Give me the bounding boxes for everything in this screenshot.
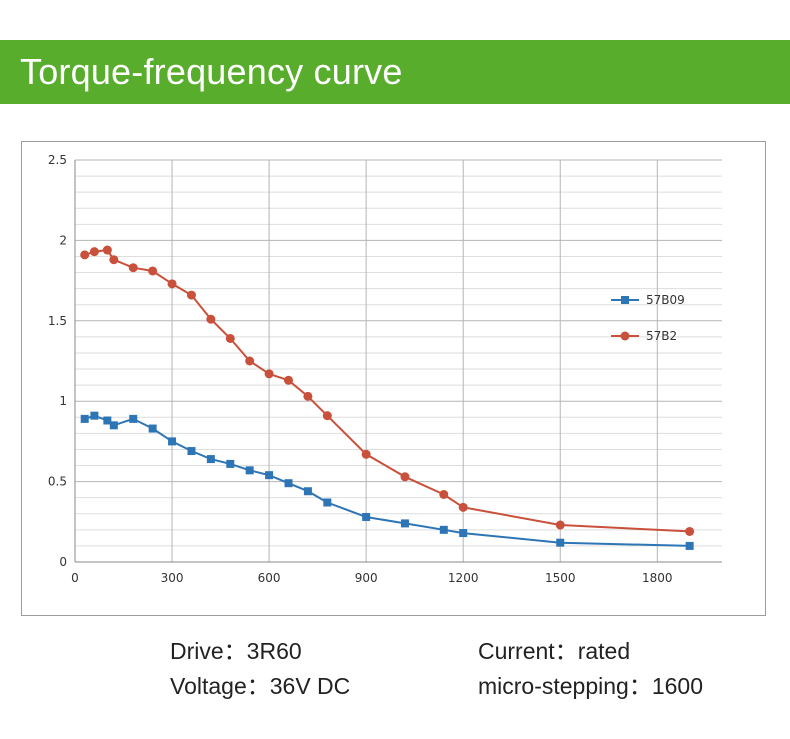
banner-title: Torque-frequency curve	[20, 51, 403, 92]
drive-spec: Drive：3R60	[170, 638, 302, 664]
y-tick-label: 1	[59, 394, 67, 408]
data-point-57B2	[186, 290, 196, 300]
data-point-57B09	[685, 541, 694, 550]
data-point-57B09	[265, 471, 274, 480]
data-point-57B09	[439, 525, 448, 534]
y-tick-label: 2	[59, 233, 67, 247]
data-point-57B2	[109, 255, 119, 265]
y-tick-label: 0.5	[48, 475, 67, 489]
data-point-57B2	[245, 356, 255, 366]
y-tick-label: 1.5	[48, 314, 67, 328]
data-point-57B2	[400, 472, 410, 482]
legend-label-57B09: 57B09	[646, 293, 685, 307]
data-point-57B09	[323, 498, 332, 507]
torque-frequency-chart: 0 0.5 1 1.5 2 2.5 0 300 600 900 1200 1500 1800 57B09 5…	[48, 153, 722, 585]
x-tick-label: 1200	[448, 571, 479, 585]
data-point-57B2	[206, 314, 216, 324]
data-point-57B2	[284, 375, 294, 385]
data-point-57B09	[400, 519, 409, 528]
chart-frame: 0 0.5 1 1.5 2 2.5 0 300 600 900 1200 1500 1800 57B09 5…	[21, 141, 766, 616]
y-tick-label: 0	[59, 555, 67, 569]
data-point-57B2	[685, 526, 695, 536]
data-point-57B09	[103, 416, 112, 425]
y-tick-label: 2.5	[48, 153, 67, 167]
voltage-spec: Voltage：36V DC	[170, 673, 351, 699]
data-point-57B2	[303, 391, 313, 401]
data-point-57B2	[80, 250, 90, 260]
data-point-57B2	[264, 369, 274, 379]
data-point-57B09	[206, 455, 215, 464]
data-point-57B09	[168, 437, 177, 446]
series-line-57B2	[84, 248, 690, 533]
data-point-57B2	[102, 245, 112, 255]
data-point-57B09	[226, 459, 235, 468]
legend-marker-57B09	[621, 296, 629, 304]
x-tick-label: 900	[355, 571, 378, 585]
data-point-57B09	[459, 529, 468, 538]
current-spec: Current：rated	[478, 638, 631, 664]
x-tick-label: 0	[71, 571, 79, 585]
data-point-57B09	[129, 414, 138, 423]
data-point-57B09	[90, 411, 99, 420]
data-point-57B09	[284, 479, 293, 488]
data-point-57B09	[245, 466, 254, 475]
data-point-57B09	[80, 414, 89, 423]
data-point-57B2	[89, 247, 99, 257]
data-point-57B2	[148, 266, 158, 276]
data-point-57B2	[458, 502, 468, 512]
microstepping-spec: micro-stepping：1600	[478, 673, 704, 699]
data-point-57B09	[148, 424, 157, 433]
data-point-57B09	[556, 538, 565, 547]
data-point-57B09	[362, 512, 371, 521]
legend-label-57B2: 57B2	[646, 329, 677, 343]
data-point-57B2	[555, 520, 565, 530]
x-tick-label: 600	[258, 571, 281, 585]
data-point-57B2	[128, 263, 138, 273]
data-point-57B2	[167, 279, 177, 289]
title-banner: Torque-frequency curve	[0, 40, 790, 104]
data-point-57B09	[303, 487, 312, 496]
data-point-57B2	[439, 489, 449, 499]
legend-marker-57B2	[620, 331, 630, 341]
data-point-57B2	[322, 411, 332, 421]
x-tick-label: 1800	[642, 571, 673, 585]
x-tick-label: 300	[161, 571, 184, 585]
data-point-57B2	[361, 449, 371, 459]
data-point-57B2	[225, 333, 235, 343]
x-tick-label: 1500	[545, 571, 576, 585]
data-point-57B09	[187, 447, 196, 456]
data-point-57B09	[109, 421, 118, 430]
